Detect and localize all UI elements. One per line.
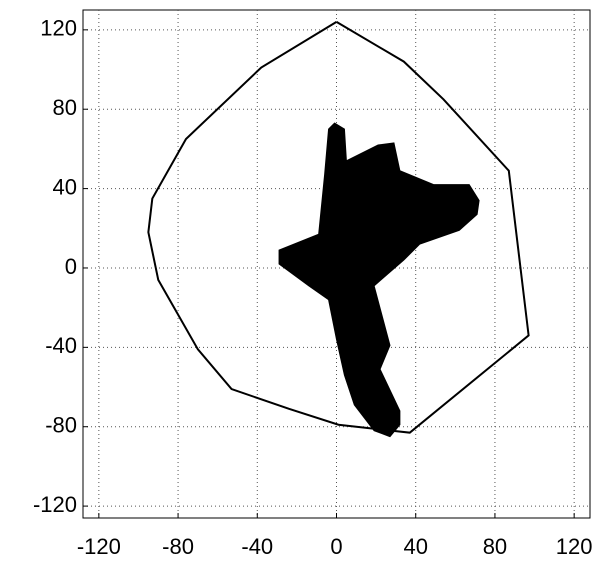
x-tick-label: 0 [330, 534, 342, 559]
x-tick-label: -40 [241, 534, 273, 559]
y-tick-label: 40 [53, 174, 77, 199]
x-tick-label: 80 [483, 534, 507, 559]
y-tick-label: 80 [53, 95, 77, 120]
x-tick-label: -120 [77, 534, 121, 559]
y-tick-label: 120 [40, 16, 77, 41]
x-tick-label: 40 [403, 534, 427, 559]
x-tick-label: 120 [556, 534, 593, 559]
y-tick-label: -80 [45, 413, 77, 438]
x-tick-label: -80 [162, 534, 194, 559]
y-tick-label: -120 [33, 492, 77, 517]
y-tick-label: 0 [65, 254, 77, 279]
line [147, 21, 530, 434]
y-tick-label: -40 [45, 333, 77, 358]
area [278, 122, 480, 438]
